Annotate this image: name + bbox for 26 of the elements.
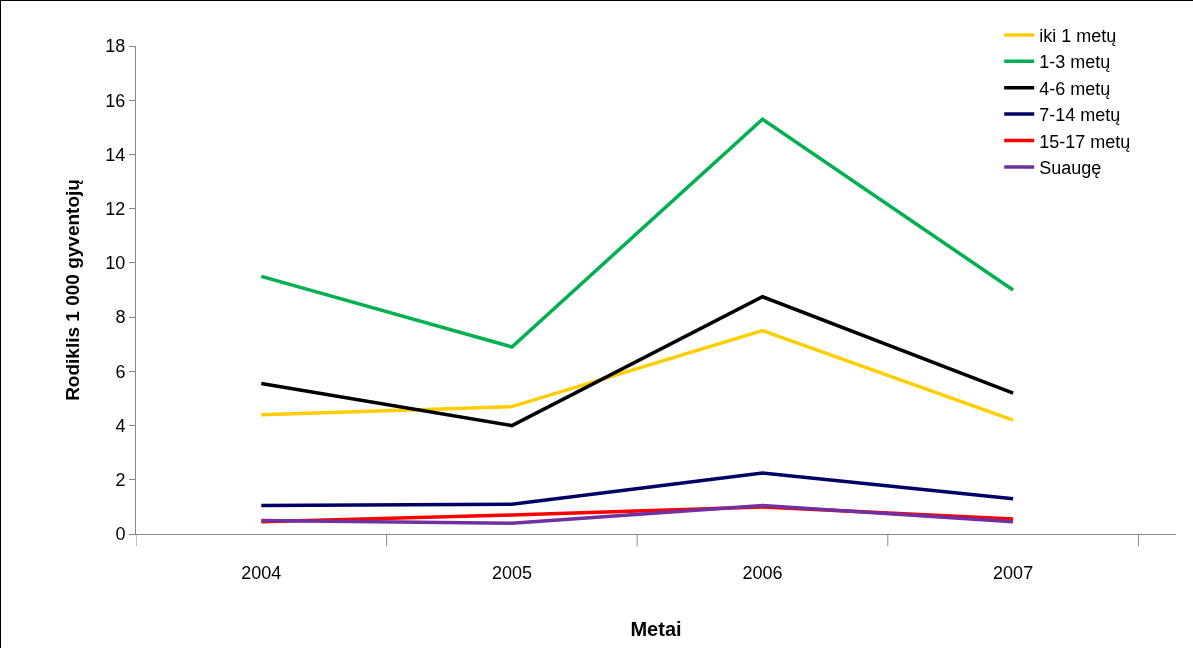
- y-tick-label: 8: [115, 307, 126, 328]
- legend-label: 7-14 metų: [1039, 105, 1121, 126]
- legend-label: 1-3 metų: [1039, 52, 1111, 73]
- y-tick-label: 4: [115, 415, 126, 436]
- y-tick-label: 0: [115, 524, 126, 545]
- legend-label: 15-17 metų: [1039, 131, 1131, 152]
- y-tick-label: 14: [105, 144, 126, 165]
- x-tick-label: 2006: [742, 562, 783, 583]
- x-axis-title: Metai: [630, 618, 682, 641]
- legend-label: Suaugę: [1039, 157, 1102, 178]
- y-tick-label: 10: [105, 253, 126, 274]
- line-series: [259, 471, 1015, 508]
- y-tick-label: 6: [115, 361, 126, 382]
- y-tick-label: 18: [105, 36, 126, 57]
- y-tick-label: 12: [105, 198, 126, 219]
- line-series: [259, 295, 1015, 428]
- y-tick-label: 16: [105, 90, 126, 111]
- x-tick-label: 2004: [241, 562, 282, 583]
- y-tick-label: 2: [115, 470, 126, 491]
- x-tick-label: 2005: [491, 562, 532, 583]
- line-series: [259, 117, 1015, 349]
- x-tick-label: 2007: [993, 562, 1034, 583]
- line-series: [259, 328, 1015, 422]
- legend-label: iki 1 metų: [1039, 25, 1117, 46]
- legend-label: 4-6 metų: [1039, 78, 1111, 99]
- y-axis-title: Rodiklis 1 000 gyventojų: [62, 179, 84, 401]
